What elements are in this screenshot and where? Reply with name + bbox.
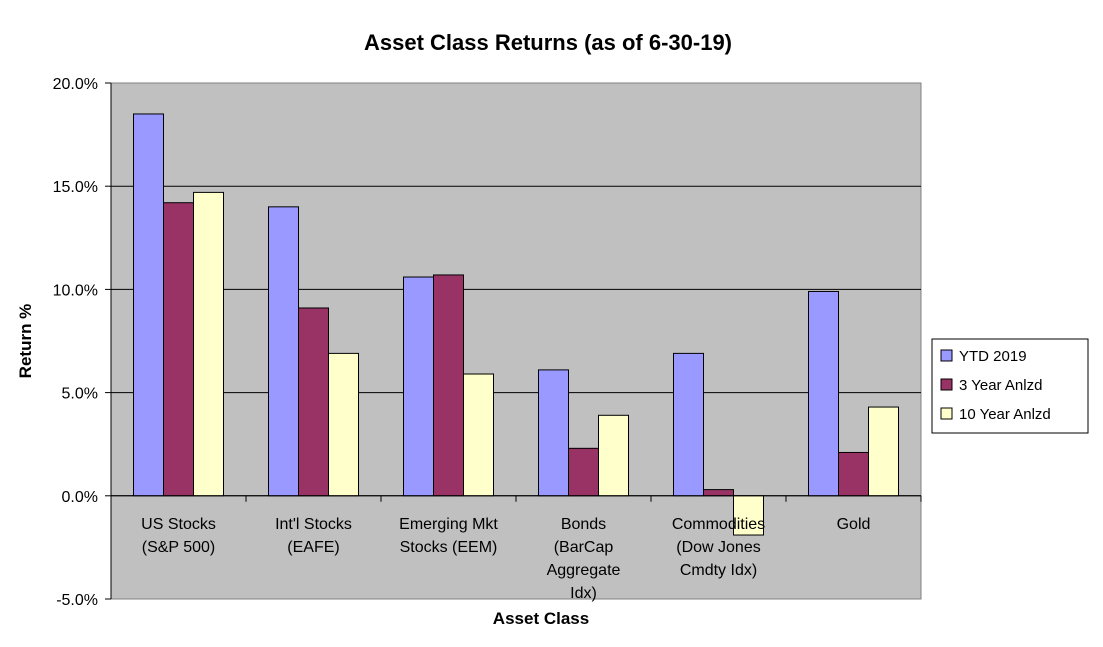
x-category-label-line: Idx): [570, 585, 597, 602]
x-category-label-line: (Dow Jones: [676, 539, 760, 556]
x-category-label-line: Bonds: [561, 516, 606, 533]
legend-label: 3 Year Anlzd: [959, 377, 1042, 394]
legend-swatch: [940, 378, 953, 391]
legend-box: [931, 338, 1089, 434]
bar-3-year-anlzd: [838, 451, 869, 497]
bar-10-year-anlzd: [733, 495, 764, 536]
legend-label: YTD 2019: [959, 348, 1027, 365]
x-category-label-line: Gold: [837, 516, 871, 533]
y-tick-label: -5.0%: [56, 592, 98, 609]
y-tick-label: 0.0%: [62, 489, 98, 506]
x-category-label-line: Stocks (EEM): [400, 539, 498, 556]
y-axis-title: Return %: [16, 304, 35, 379]
x-category-label-line: US Stocks: [141, 516, 216, 533]
bar-10-year-anlzd: [193, 191, 224, 497]
x-category-label: US Stocks (S&P 500): [141, 516, 216, 556]
bar-10-year-anlzd: [463, 373, 494, 497]
x-category-label-line: (BarCap: [554, 539, 614, 556]
y-tick-label: 15.0%: [53, 179, 98, 196]
x-category-label-line: Emerging Mkt: [399, 516, 498, 533]
bar-3-year-anlzd: [163, 202, 194, 497]
bar-ytd-2019: [538, 369, 569, 497]
x-category-label-line: (S&P 500): [142, 539, 216, 556]
x-category-label-line: Cmdty Idx): [680, 562, 757, 579]
bar-3-year-anlzd: [433, 274, 464, 497]
y-tick-labels: 20.0% 15.0% 10.0% 5.0% 0.0% -5.0%: [53, 76, 98, 609]
x-category-label: Gold: [837, 516, 871, 533]
chart-title: Asset Class Returns (as of 6-30-19): [364, 30, 732, 55]
bar-3-year-anlzd: [298, 307, 329, 497]
bar-3-year-anlzd: [703, 489, 734, 497]
x-axis-title: Asset Class: [493, 609, 589, 628]
legend-swatch: [940, 349, 953, 362]
bar-ytd-2019: [673, 352, 704, 497]
bar-10-year-anlzd: [328, 352, 359, 497]
y-tick-label: 20.0%: [53, 76, 98, 93]
legend-label: 10 Year Anlzd: [959, 406, 1051, 423]
y-tick-label: 5.0%: [62, 386, 98, 403]
x-category-label-line: Aggregate: [547, 562, 621, 579]
x-category-label-line: Int'l Stocks: [275, 516, 352, 533]
axes: [110, 83, 922, 599]
bar-10-year-anlzd: [598, 414, 629, 497]
x-category-label: Int'l Stocks (EAFE): [275, 516, 352, 556]
bar-ytd-2019: [403, 276, 434, 497]
x-category-label-line: Commodities: [672, 516, 765, 533]
legend-swatch: [940, 407, 953, 420]
bar-10-year-anlzd: [868, 406, 899, 497]
plot-area: [110, 82, 922, 600]
bar-ytd-2019: [808, 290, 839, 497]
x-category-label: Bonds (BarCap Aggregate Idx): [547, 516, 621, 602]
x-category-label: Commodities (Dow Jones Cmdty Idx): [672, 516, 765, 579]
x-category-labels: US Stocks (S&P 500) Int'l Stocks (EAFE) Emer…: [141, 516, 870, 602]
bar-ytd-2019: [133, 113, 164, 497]
x-category-label-line: (EAFE): [287, 539, 339, 556]
bar-3-year-anlzd: [568, 447, 599, 497]
y-tick-label: 10.0%: [53, 282, 98, 299]
legend: YTD 2019 3 Year Anlzd 10 Year Anlzd: [931, 338, 1089, 434]
bar-ytd-2019: [268, 206, 299, 497]
x-category-label: Emerging Mkt Stocks (EEM): [399, 516, 498, 556]
